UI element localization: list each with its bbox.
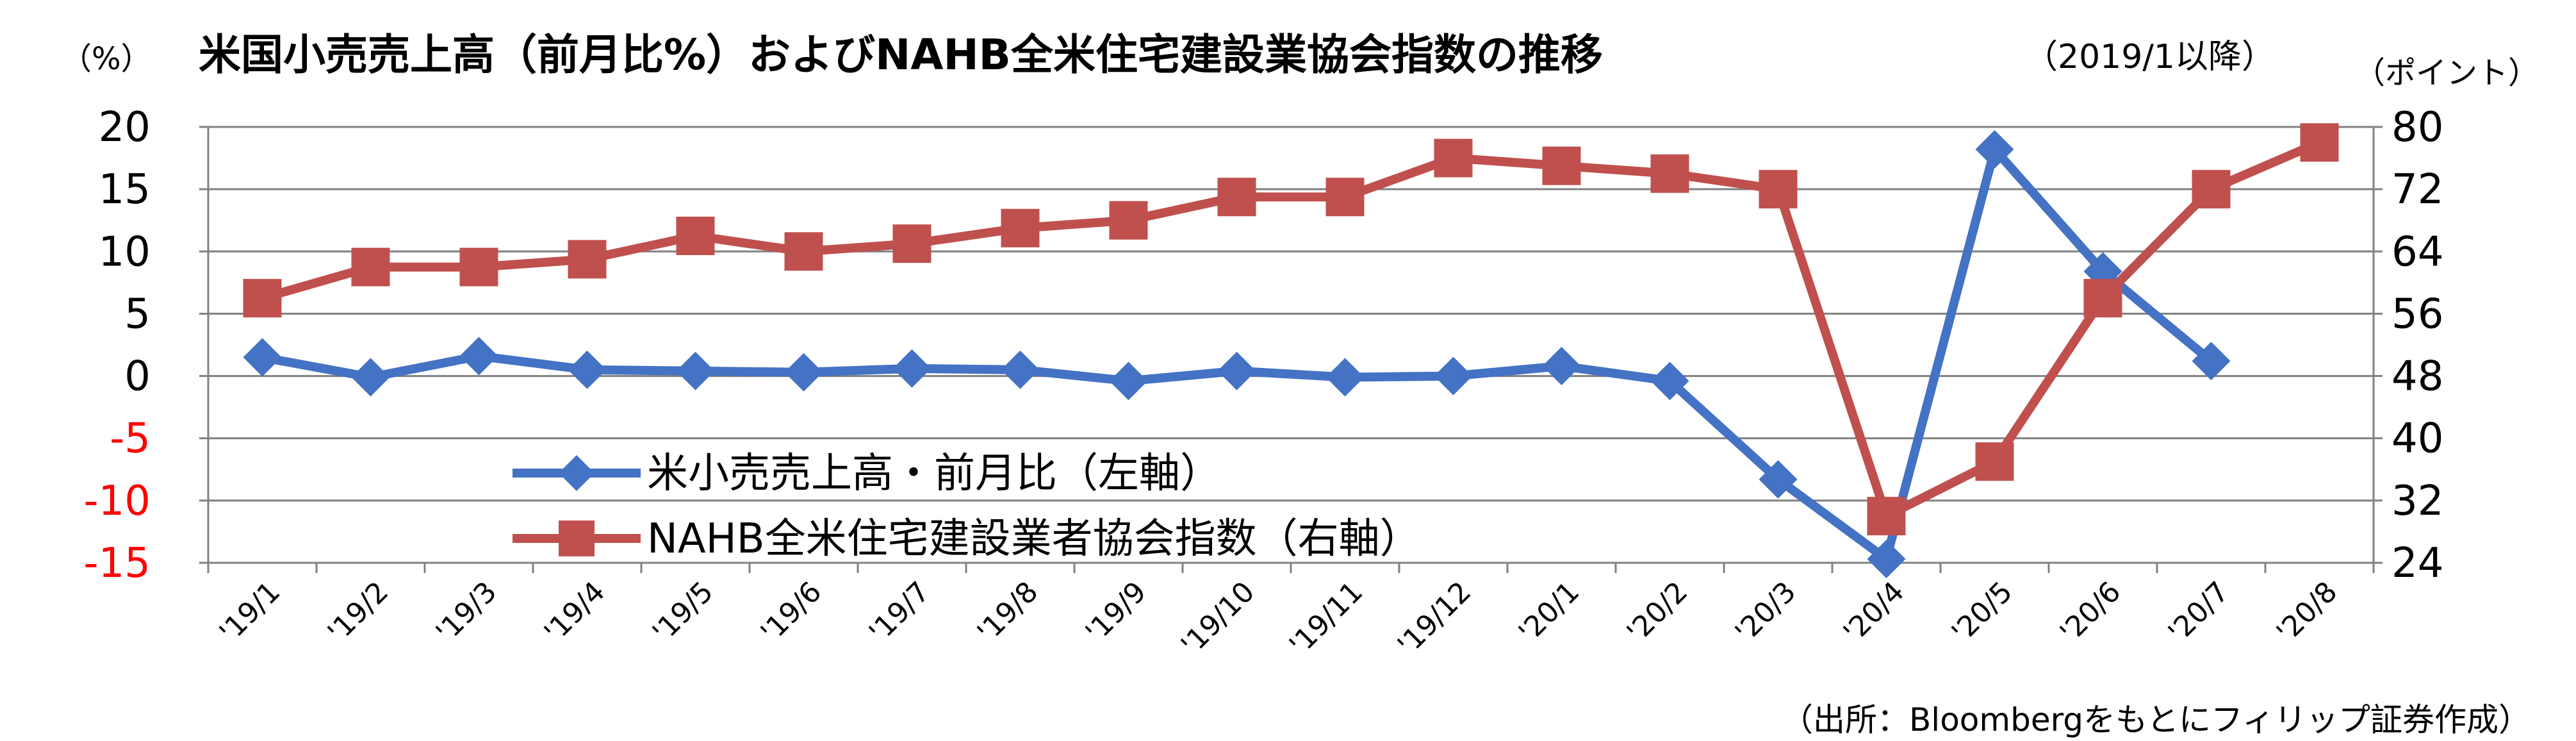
legend-label-retail: 米小売売上高・前月比（左軸） (647, 450, 1221, 497)
x-tick-label: '19/1 (213, 576, 286, 649)
right-axis-unit: （ポイント） (2354, 55, 2539, 91)
data-point-square (1975, 442, 2014, 481)
data-point-diamond (1867, 540, 1906, 579)
data-point-diamond (1542, 347, 1581, 386)
left-tick-label: 10 (99, 228, 151, 276)
data-point-diamond (1434, 356, 1473, 395)
data-point-diamond (243, 338, 282, 377)
data-point-square (2192, 170, 2231, 209)
x-tick-label: '20/6 (2054, 576, 2127, 649)
right-y-axis: 80 72 64 56 48 40 32 24 (2372, 104, 2443, 587)
x-tick-label: '19/10 (1175, 576, 1261, 662)
source-note: （出所：Bloombergをもとにフィリップ証券作成） (1781, 701, 2531, 738)
chart-title: 米国小売売上高（前月比%）およびNAHB全米住宅建設業協会指数の推移 (199, 30, 1603, 79)
x-tick-label: '20/7 (2162, 576, 2235, 649)
x-tick-label: '20/1 (1513, 576, 1586, 649)
right-tick-label: 40 (2391, 415, 2443, 463)
x-tick-label: '20/3 (1729, 576, 1802, 649)
left-tick-label: -10 (83, 478, 151, 525)
legend-marker-diamond (559, 455, 595, 491)
data-point-square (2300, 123, 2339, 162)
data-point-square (1759, 170, 1798, 209)
left-axis-unit: （%） (61, 41, 152, 77)
x-tick-label: '19/9 (1079, 576, 1153, 649)
x-tick-label: '19/8 (971, 576, 1044, 649)
data-point-square (568, 240, 607, 279)
legend-label-nahb: NAHB全米住宅建設業者協会指数（右軸） (647, 515, 1421, 563)
x-tick-label: '19/2 (322, 576, 395, 649)
right-tick-label: 32 (2391, 478, 2443, 525)
x-tick-label: '20/4 (1837, 576, 1910, 649)
data-point-square (1325, 178, 1365, 217)
data-point-square (1001, 208, 1040, 247)
data-point-square (892, 224, 931, 263)
right-tick-label: 24 (2391, 540, 2443, 587)
data-point-diamond (1217, 351, 1256, 390)
data-point-diamond (892, 349, 931, 388)
data-point-square (1867, 497, 1906, 536)
data-point-square (784, 232, 823, 271)
right-tick-label: 56 (2391, 290, 2443, 338)
legend: 米小売売上高・前月比（左軸） NAHB全米住宅建設業者協会指数（右軸） (513, 450, 1421, 563)
data-point-diamond (1975, 129, 2014, 169)
series-nahb-index (243, 123, 2339, 536)
x-tick-label: '19/6 (755, 576, 828, 649)
left-tick-label: -15 (83, 540, 151, 587)
data-point-square (459, 247, 498, 287)
data-point-diamond (784, 353, 823, 392)
x-tick-label: '19/4 (538, 576, 611, 649)
data-point-diamond (568, 350, 607, 389)
data-point-square (243, 279, 282, 318)
legend-marker-square (559, 520, 595, 556)
data-point-square (351, 247, 390, 287)
x-axis: '19/1 '19/2 '19/3 '19/4 '19/5 '19/6 '19/7 '19/8… (207, 562, 2375, 662)
left-tick-label: 5 (124, 290, 151, 338)
x-tick-label: '19/11 (1283, 576, 1369, 662)
right-tick-label: 64 (2391, 228, 2443, 276)
data-point-diamond (1325, 358, 1365, 397)
left-y-axis: 20 15 10 5 0 -5 -10 -15 (83, 104, 209, 587)
gridlines (208, 126, 2374, 564)
data-point-square (1542, 146, 1581, 185)
data-point-square (676, 217, 715, 255)
legend-item-retail: 米小売売上高・前月比（左軸） (513, 450, 1221, 497)
left-tick-label: 15 (99, 166, 151, 213)
x-tick-label: '20/8 (2270, 576, 2343, 649)
data-point-diamond (1759, 460, 1798, 499)
data-point-diamond (1109, 362, 1148, 401)
x-tick-label: '20/5 (1946, 576, 2019, 649)
legend-item-nahb: NAHB全米住宅建設業者協会指数（右軸） (513, 515, 1421, 563)
x-tick-label: '19/3 (430, 576, 503, 649)
x-tick-label: '20/2 (1621, 576, 1694, 649)
right-tick-label: 80 (2391, 104, 2443, 151)
data-point-square (1217, 178, 1256, 217)
series-group (243, 123, 2339, 579)
data-point-diamond (2192, 342, 2231, 381)
x-tick-label: '19/5 (646, 576, 719, 649)
left-tick-label: 20 (99, 104, 151, 151)
data-point-square (2083, 279, 2122, 318)
data-point-diamond (1001, 350, 1040, 389)
right-tick-label: 48 (2391, 353, 2443, 401)
x-tick-label: '19/7 (863, 576, 936, 649)
data-point-diamond (351, 358, 390, 397)
data-point-square (1434, 138, 1473, 178)
data-point-diamond (676, 351, 715, 390)
chart-subtitle: （2019/1以降） (2024, 38, 2275, 76)
right-tick-label: 72 (2391, 166, 2443, 213)
left-tick-label: -5 (110, 415, 151, 463)
data-point-square (1109, 201, 1148, 240)
series-retail-sales (243, 129, 2231, 579)
data-point-diamond (1650, 362, 1689, 401)
x-tick-label: '19/12 (1391, 576, 1477, 662)
left-tick-label: 0 (124, 353, 151, 401)
data-point-square (1650, 154, 1689, 193)
data-point-diamond (459, 337, 498, 376)
